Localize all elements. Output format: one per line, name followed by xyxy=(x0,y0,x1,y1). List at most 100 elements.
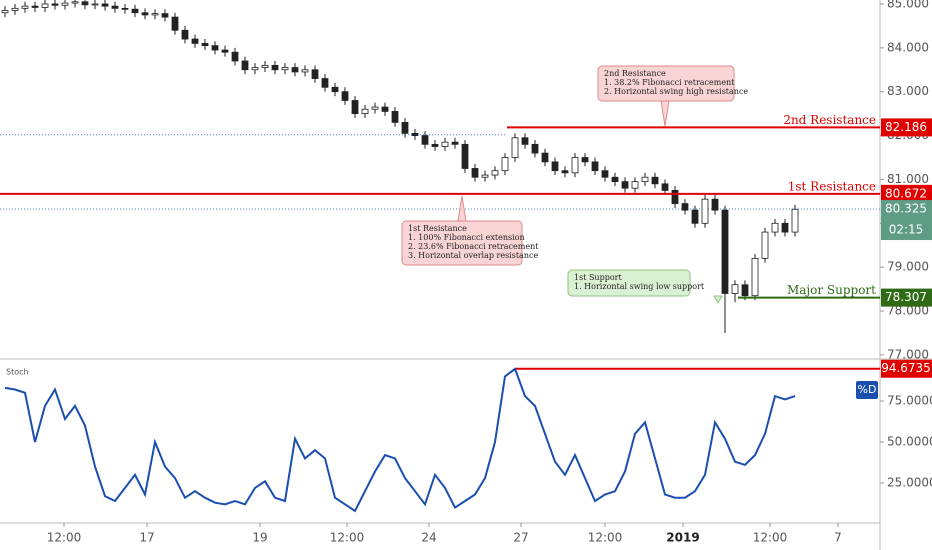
candle-body xyxy=(671,190,679,204)
candle-body xyxy=(131,8,139,14)
candle-body xyxy=(771,222,779,233)
candle-body xyxy=(231,51,239,62)
candle-body xyxy=(491,170,499,176)
pane-title: Stoch xyxy=(6,368,29,377)
candle-body xyxy=(551,161,559,172)
candle-body xyxy=(581,157,589,163)
countdown-label: 02:15 xyxy=(889,223,924,237)
candle-body xyxy=(451,141,459,145)
last-price-label: 80.325 xyxy=(885,202,927,216)
candle-body xyxy=(11,7,19,11)
x-tick-label: 27 xyxy=(513,531,528,545)
candle-body xyxy=(561,170,569,174)
candle-body xyxy=(441,141,449,147)
candle-body xyxy=(691,209,699,224)
level-name: Major Support xyxy=(787,283,876,297)
candle-body xyxy=(221,49,229,53)
candle-body xyxy=(211,45,219,51)
candle-body xyxy=(261,64,269,68)
candle-body xyxy=(51,3,59,6)
candle-body xyxy=(101,3,109,7)
callout-text: 2nd Resistance xyxy=(604,69,666,78)
x-tick-label: 12:00 xyxy=(753,531,788,545)
candle-body xyxy=(251,67,259,71)
candle-body xyxy=(721,209,729,294)
candle-body xyxy=(701,198,709,224)
y-tick-label: 25.0000 xyxy=(887,475,932,489)
candle-body xyxy=(271,64,279,71)
candle-body xyxy=(541,152,549,163)
candle-body xyxy=(71,1,79,4)
candle-body xyxy=(611,176,619,183)
candle-body xyxy=(461,143,469,169)
candle-body xyxy=(741,284,749,297)
y-tick-label: 84.000 xyxy=(887,40,929,54)
level-tag xyxy=(881,359,932,378)
candle-body xyxy=(681,203,689,211)
candle-body xyxy=(161,13,169,18)
callout-text: 3. Horizontal overlap resistance xyxy=(408,251,538,260)
price-tag xyxy=(881,184,932,203)
candle-body xyxy=(421,135,429,145)
candle-body xyxy=(631,181,639,189)
candle-body xyxy=(661,183,669,191)
candle-body xyxy=(151,13,159,16)
candle-body xyxy=(281,67,289,71)
y-tick-label: 78.000 xyxy=(887,304,929,318)
callout-text: 1st Support xyxy=(574,273,622,282)
callout-text: 1. Horizontal swing low support xyxy=(574,282,705,291)
candle-body xyxy=(121,7,129,10)
x-tick-label: 12:00 xyxy=(588,531,623,545)
x-tick-label: 12:00 xyxy=(47,531,82,545)
price-tag xyxy=(881,288,932,307)
candle-body xyxy=(181,29,189,40)
candle-body xyxy=(411,132,419,136)
level-tag-label: 94.6735 xyxy=(881,361,931,375)
callout-pointer xyxy=(713,295,723,305)
candle-body xyxy=(761,231,769,259)
callout-text: 1. 38.2% Fibonacci retracement xyxy=(604,78,735,87)
candle-body xyxy=(481,174,489,178)
candle-body xyxy=(351,100,359,115)
x-tick-label: 7 xyxy=(834,531,842,545)
candle-body xyxy=(601,170,609,178)
callout-box xyxy=(567,269,691,297)
y-tick-label: 81.000 xyxy=(887,172,929,186)
price-tag xyxy=(881,118,932,137)
candle-body xyxy=(711,198,719,211)
callout-text: 2. 23.6% Fibonacci retracement xyxy=(408,242,539,251)
y-tick-label: 85.000 xyxy=(887,0,929,10)
candle-body xyxy=(61,2,69,6)
price-tag-label: 80.672 xyxy=(885,186,927,200)
candle-body xyxy=(171,16,179,31)
candle-body xyxy=(141,12,149,16)
series-tag-label: %D xyxy=(858,383,877,396)
candle-body xyxy=(431,143,439,147)
x-tick-label: 17 xyxy=(139,531,154,545)
candle-body xyxy=(341,91,349,101)
candle-body xyxy=(291,67,299,73)
callout-box xyxy=(401,220,523,266)
candle-body xyxy=(241,60,249,71)
candle-body xyxy=(201,43,209,47)
candle-body xyxy=(371,106,379,110)
candle-body xyxy=(41,3,49,8)
callout-text: 2. Horizontal swing high resistance xyxy=(604,87,748,96)
y-tick-label: 83.000 xyxy=(887,84,929,98)
x-tick-label: 2019 xyxy=(666,531,699,545)
x-tick-label: 12:00 xyxy=(330,531,365,545)
candle-body xyxy=(591,161,599,172)
candle-body xyxy=(571,157,579,174)
candle-body xyxy=(651,176,659,185)
candle-body xyxy=(621,181,629,189)
candle-body xyxy=(731,284,739,294)
candle-body xyxy=(531,143,539,154)
candle-body xyxy=(381,106,389,112)
candle-body xyxy=(781,222,789,233)
candle-body xyxy=(391,111,399,123)
candle-body xyxy=(401,122,409,134)
candle-body xyxy=(791,208,799,233)
candle-body xyxy=(331,86,339,93)
